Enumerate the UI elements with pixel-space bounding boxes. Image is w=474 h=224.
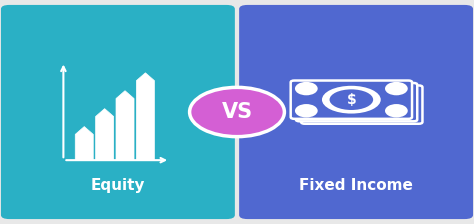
- FancyBboxPatch shape: [291, 80, 412, 119]
- Text: Equity: Equity: [91, 179, 145, 193]
- Ellipse shape: [385, 82, 408, 95]
- Text: Fixed Income: Fixed Income: [299, 179, 413, 193]
- FancyBboxPatch shape: [301, 85, 422, 124]
- FancyBboxPatch shape: [296, 83, 417, 121]
- Ellipse shape: [295, 104, 318, 117]
- Circle shape: [329, 89, 373, 110]
- Ellipse shape: [295, 82, 318, 95]
- Polygon shape: [96, 109, 114, 160]
- FancyBboxPatch shape: [1, 5, 235, 219]
- Polygon shape: [137, 73, 155, 160]
- Ellipse shape: [385, 104, 408, 117]
- FancyBboxPatch shape: [239, 5, 473, 219]
- Circle shape: [322, 86, 381, 114]
- Text: $: $: [346, 93, 356, 107]
- Polygon shape: [116, 91, 134, 160]
- Text: VS: VS: [221, 102, 253, 122]
- Ellipse shape: [190, 87, 284, 137]
- Polygon shape: [75, 127, 93, 160]
